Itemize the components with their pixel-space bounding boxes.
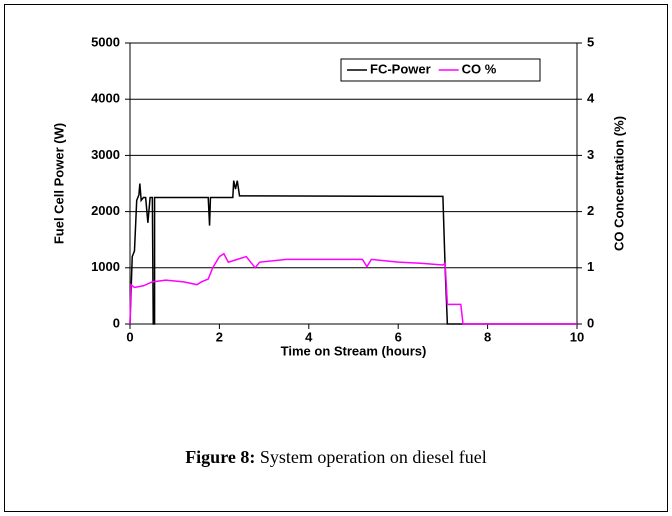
y2-tick-label: 5 [587, 34, 594, 49]
x-tick-label: 8 [484, 329, 491, 344]
y-axis-label: Fuel Cell Power (W) [51, 123, 66, 244]
x-tick-label: 6 [395, 329, 402, 344]
y-tick-label: 5000 [91, 34, 120, 49]
y-tick-label: 2000 [91, 203, 120, 218]
y2-tick-label: 2 [587, 203, 594, 218]
y2-tick-label: 0 [587, 315, 594, 330]
x-axis-label: Time on Stream (hours) [281, 343, 427, 358]
y2-tick-label: 3 [587, 147, 594, 162]
x-tick-label: 2 [216, 329, 223, 344]
y-tick-label: 3000 [91, 147, 120, 162]
y-tick-label: 1000 [91, 259, 120, 274]
y2-axis-label: CO Concentration (%) [611, 116, 626, 251]
x-tick-label: 0 [126, 329, 133, 344]
y2-tick-label: 4 [587, 91, 595, 106]
y-tick-label: 0 [113, 315, 120, 330]
plot-frame [129, 42, 578, 325]
y-tick-label: 4000 [91, 91, 120, 106]
y2-tick-label: 1 [587, 259, 594, 274]
legend-label: FC-Power [370, 61, 431, 76]
x-tick-label: 4 [305, 329, 313, 344]
caption-label: Figure 8: [185, 447, 255, 467]
figure-border [4, 4, 668, 512]
series-line [129, 180, 577, 325]
x-tick-label: 10 [570, 329, 584, 344]
caption: Figure 8: System operation on diesel fue… [185, 447, 487, 467]
caption-text: System operation on diesel fuel [255, 447, 486, 467]
legend-label: CO % [462, 61, 497, 76]
series-line [129, 252, 577, 325]
